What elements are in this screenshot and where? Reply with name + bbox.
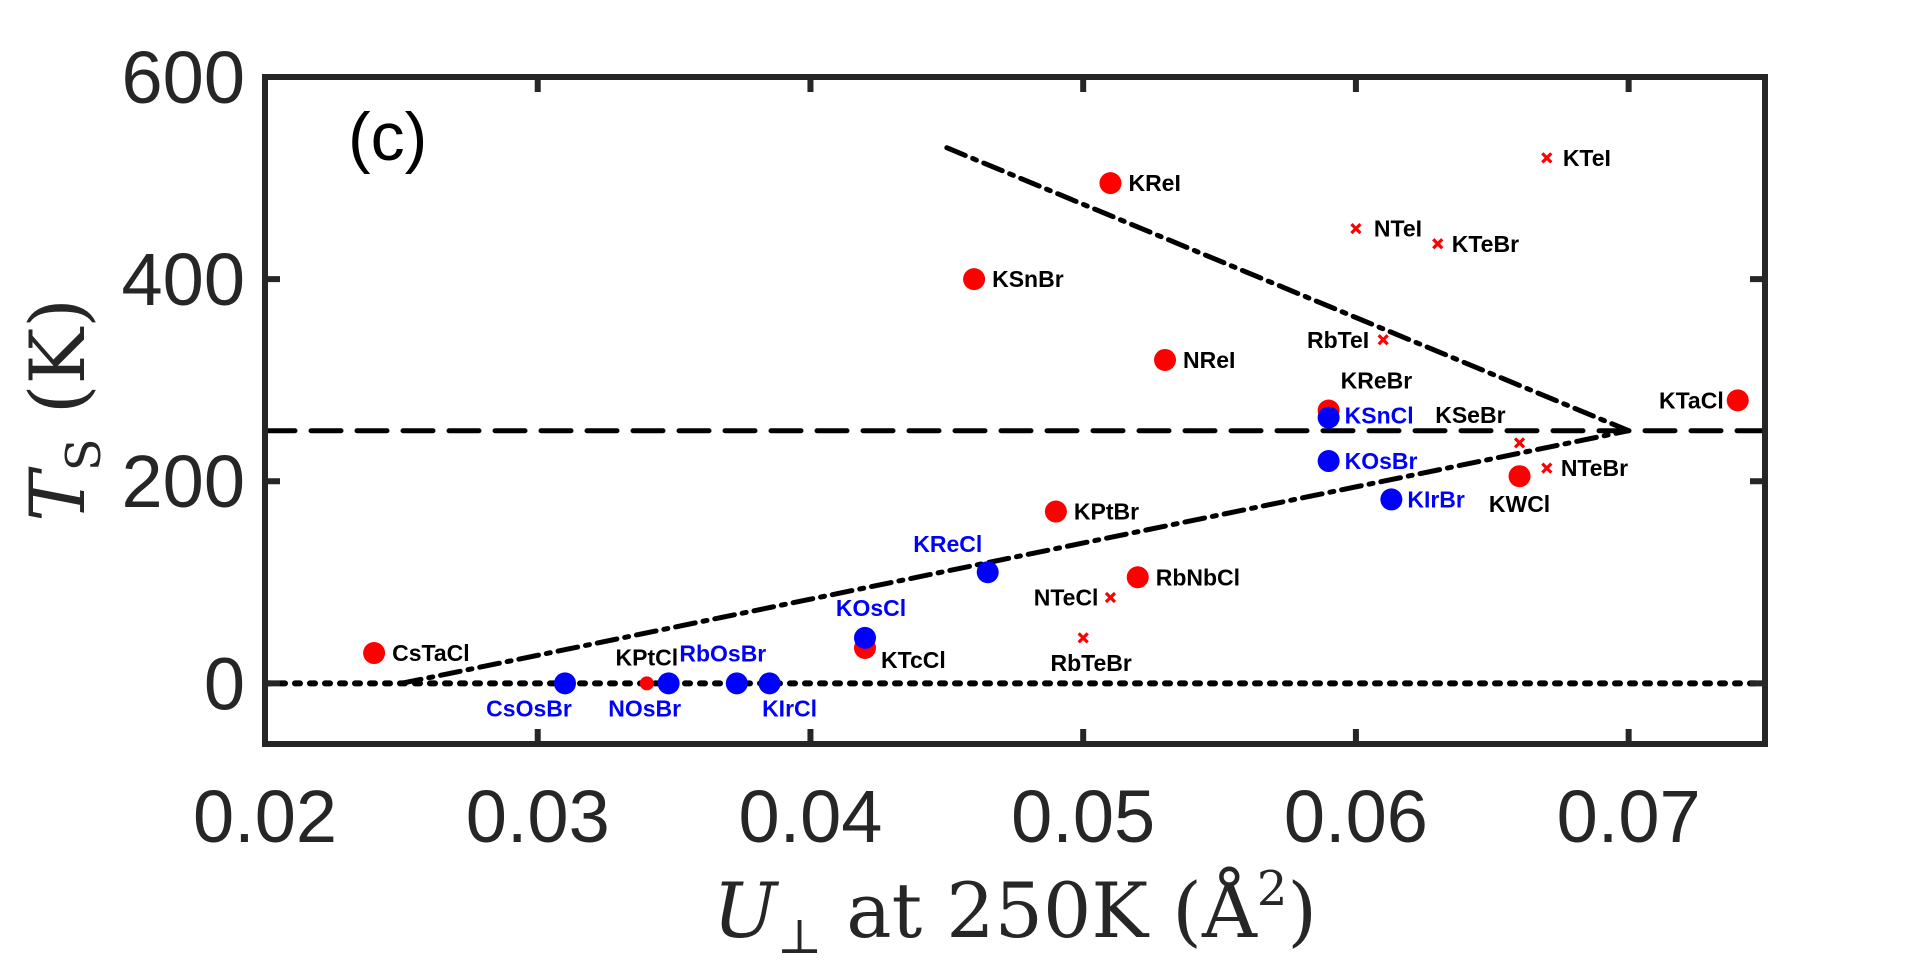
y-tick-label: 200 — [122, 440, 245, 523]
label-kptbr: KPtBr — [1074, 499, 1139, 525]
label-ksebr: KSeBr — [1435, 402, 1505, 428]
label-kirbr: KIrBr — [1407, 486, 1465, 512]
label-cstacl: CsTaCl — [392, 640, 470, 666]
y-axis-title: TS (K) — [13, 298, 112, 522]
lower-dashdot-line — [398, 428, 1632, 686]
point-rbtebr — [1077, 632, 1089, 644]
point-ksncl — [1317, 406, 1340, 429]
label-kircl: KIrCl — [762, 695, 817, 721]
point-ntecl — [1104, 591, 1117, 604]
point-rbtei — [1377, 334, 1389, 346]
label-krebr: KReBr — [1341, 368, 1413, 394]
point-cstacl — [363, 642, 386, 665]
point-koscl — [854, 626, 876, 649]
label-nrei: NReI — [1183, 347, 1235, 373]
label-rbtei: RbTeI — [1307, 327, 1369, 353]
label-csosbr: CsOsBr — [486, 695, 572, 721]
plot-frame — [262, 74, 1768, 747]
label-ktebr: KTeBr — [1452, 231, 1519, 257]
markers — [363, 152, 1749, 695]
point-csosbr — [554, 672, 576, 695]
axis-ticks — [262, 74, 1765, 744]
y-tick-label: 400 — [122, 238, 245, 321]
label-rbosbr: RbOsBr — [679, 640, 766, 666]
x-tick-label: 0.05 — [1011, 775, 1155, 858]
point-kptbr — [1044, 500, 1067, 523]
point-nosbr — [657, 672, 680, 695]
plot-lines — [262, 145, 1768, 687]
point-krecl — [976, 561, 999, 584]
x-tick-label: 0.04 — [738, 775, 882, 858]
point-kwcl — [1508, 465, 1531, 488]
label-ktei: KTeI — [1563, 145, 1611, 171]
label-kptcl: KPtCl — [616, 644, 679, 670]
label-kwcl: KWCl — [1489, 491, 1550, 517]
label-krecl: KReCl — [913, 531, 982, 557]
point-ktebr — [1432, 238, 1444, 250]
label-ksnbr: KSnBr — [992, 266, 1064, 292]
point-kirbr — [1380, 488, 1403, 511]
label-ntei: NTeI — [1374, 216, 1422, 242]
point-ktacl — [1726, 389, 1749, 412]
label-ktccl: KTcCl — [881, 647, 946, 673]
label-kosbr: KOsBr — [1345, 448, 1418, 474]
y-tick-label: 600 — [122, 36, 245, 119]
label-koscl: KOsCl — [836, 595, 906, 621]
upper-dashdot-line — [944, 145, 1632, 434]
point-rbnbcl — [1126, 566, 1149, 589]
label-ktacl: KTaCl — [1659, 387, 1724, 413]
point-ksebr — [1513, 437, 1526, 449]
x-tick-label: 0.06 — [1284, 775, 1428, 858]
point-labels: CsTaCl KPtCl KTcCl KSnBr KPtBr KReI RbNbCl NReI… — [392, 145, 1724, 722]
point-ntei — [1350, 222, 1362, 235]
label-ntebr: NTeBr — [1561, 455, 1628, 481]
point-ksnbr — [963, 268, 986, 291]
label-ksncl: KSnCl — [1345, 403, 1414, 429]
y-tick-label: 0 — [204, 642, 245, 725]
x-tick-label: 0.03 — [466, 775, 610, 858]
panel-label: (c) — [348, 99, 427, 175]
label-ntecl: NTeCl — [1034, 584, 1099, 610]
point-ktei — [1541, 152, 1553, 164]
point-nrei — [1154, 348, 1176, 371]
label-krei: KReI — [1128, 170, 1180, 196]
point-kosbr — [1317, 450, 1340, 473]
point-kptcl — [639, 676, 654, 691]
x-axis-title: U⊥ at 250K (Å2) — [713, 861, 1317, 963]
point-ntebr — [1541, 462, 1553, 474]
point-krei — [1099, 172, 1122, 195]
x-tick-label: 0.07 — [1557, 775, 1701, 858]
label-rbtebr: RbTeBr — [1051, 650, 1132, 676]
point-kircl — [758, 672, 781, 695]
label-nosbr: NOsBr — [608, 695, 681, 721]
label-rbnbcl: RbNbCl — [1156, 564, 1240, 590]
point-rbosbr — [725, 672, 748, 695]
tick-labels: 0.02 0.03 0.04 0.05 0.06 0.07 0 200 400 600 — [122, 36, 1701, 858]
x-tick-label: 0.02 — [193, 775, 337, 858]
